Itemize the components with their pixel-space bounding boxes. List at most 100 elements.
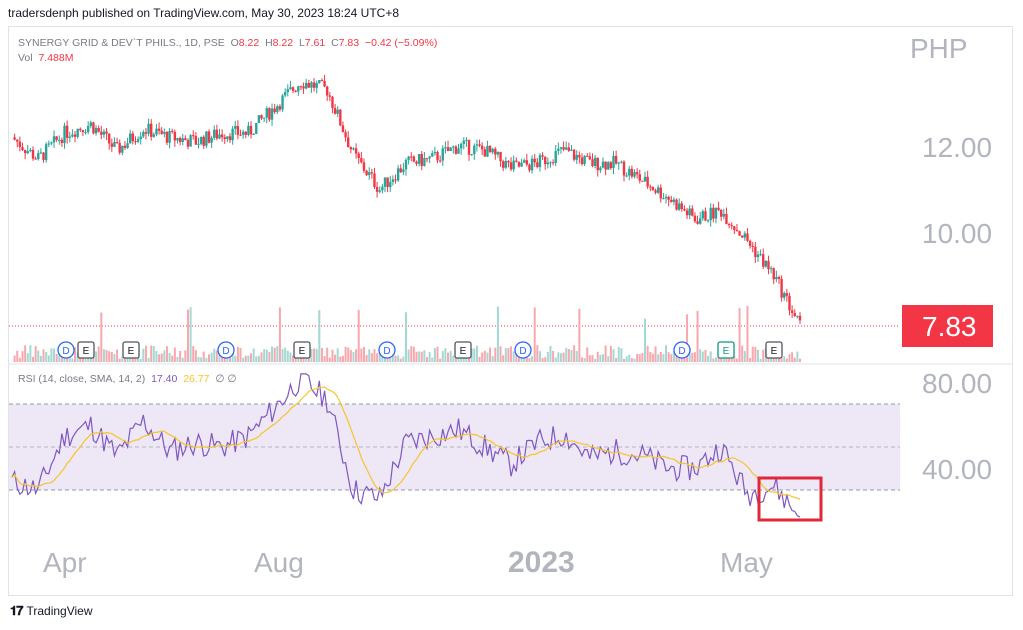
volume-bar — [347, 347, 350, 362]
time-axis-label: 2023 — [508, 546, 575, 579]
volume-bar — [439, 358, 442, 362]
volume-bar — [386, 358, 389, 362]
volume-bar — [447, 352, 450, 362]
volume-bars — [13, 305, 801, 362]
candle-body — [601, 161, 605, 168]
candle-body — [423, 158, 426, 166]
svg-text:E: E — [299, 346, 306, 357]
volume-bar — [247, 355, 250, 362]
volume-bar — [328, 357, 331, 362]
candle-body — [688, 208, 691, 216]
volume-bar — [785, 358, 788, 362]
candle-body — [473, 145, 476, 155]
volume-bar — [250, 353, 253, 362]
candle-body — [538, 155, 542, 168]
volume-bar — [18, 357, 21, 362]
candle-body — [515, 160, 518, 162]
candle-body — [480, 145, 484, 150]
candle-body — [743, 233, 747, 238]
candle-body — [491, 148, 494, 153]
candle-body — [281, 95, 284, 110]
volume-bar — [286, 350, 289, 362]
candle-body — [68, 136, 71, 138]
volume-bar — [733, 355, 736, 362]
volume-bar — [355, 349, 358, 362]
candle-body — [205, 131, 208, 146]
candle-body — [735, 229, 739, 232]
volume-bar — [368, 349, 371, 362]
volume-bar — [420, 351, 423, 362]
candle-body — [239, 134, 242, 136]
candle-body — [599, 167, 602, 171]
volume-bar — [693, 352, 696, 362]
candle-body — [612, 155, 615, 169]
candle-body — [704, 211, 707, 221]
candle-body — [454, 146, 458, 154]
candle-body — [565, 147, 568, 150]
candle-body — [34, 158, 37, 160]
earnings-marker: E — [77, 341, 95, 359]
candle-body — [310, 82, 313, 88]
volume-bar — [105, 350, 108, 362]
volume-bar — [415, 351, 418, 362]
volume-bar — [100, 312, 103, 362]
volume-bar — [360, 348, 363, 362]
time-axis-label: Aug — [254, 547, 304, 578]
candle-body — [291, 87, 295, 91]
volume-bar — [45, 352, 48, 362]
candle-body — [365, 170, 368, 176]
candle-body — [796, 315, 799, 317]
volume-bar — [636, 353, 639, 362]
candle-body — [181, 138, 184, 142]
candle-body — [199, 136, 203, 144]
candle-body — [772, 268, 775, 280]
volume-bar — [24, 345, 27, 362]
candle-body — [446, 147, 450, 152]
candle-body — [620, 161, 623, 163]
volume-bar — [407, 349, 410, 362]
dividend-marker: D — [514, 341, 532, 359]
volume-bar — [623, 358, 626, 362]
chart-frame — [8, 26, 1013, 596]
volume-bar — [344, 346, 347, 362]
candle-body — [512, 160, 515, 170]
candle-body — [197, 143, 200, 145]
legend-high-label: H — [265, 37, 273, 49]
volume-bar — [662, 354, 665, 362]
volume-bar — [29, 345, 32, 362]
candle-body — [677, 203, 681, 210]
volume-bar — [536, 345, 539, 362]
earnings-marker: E — [293, 341, 311, 359]
candle-body — [410, 156, 413, 158]
volume-bar — [749, 358, 752, 362]
candle-body — [47, 143, 50, 145]
candle-body — [567, 147, 571, 151]
volume-bar — [71, 358, 74, 362]
volume-bar — [394, 355, 397, 362]
volume-bar — [165, 346, 168, 362]
volume-bar — [428, 352, 431, 362]
candle-body — [121, 145, 124, 153]
volume-bar — [292, 355, 295, 362]
volume-bar — [405, 312, 407, 362]
volume-bar — [265, 349, 268, 362]
volume-bar — [554, 357, 557, 362]
volume-bar — [326, 347, 329, 362]
candle-body — [785, 293, 789, 296]
volume-bar — [116, 349, 119, 362]
volume-bar — [50, 348, 53, 362]
candle-body — [523, 160, 526, 163]
volume-bar — [202, 351, 205, 362]
footer[interactable]: 𝟏𝟕 TradingView — [10, 603, 93, 619]
earnings-marker: E — [717, 341, 735, 359]
volume-bar — [777, 356, 780, 362]
volume-bar — [163, 350, 166, 362]
candle-body — [738, 231, 741, 236]
candle-body — [94, 128, 98, 134]
candle-body — [252, 134, 255, 136]
candle-body — [220, 134, 224, 138]
volume-bar — [181, 357, 184, 362]
candle-body — [417, 154, 421, 164]
